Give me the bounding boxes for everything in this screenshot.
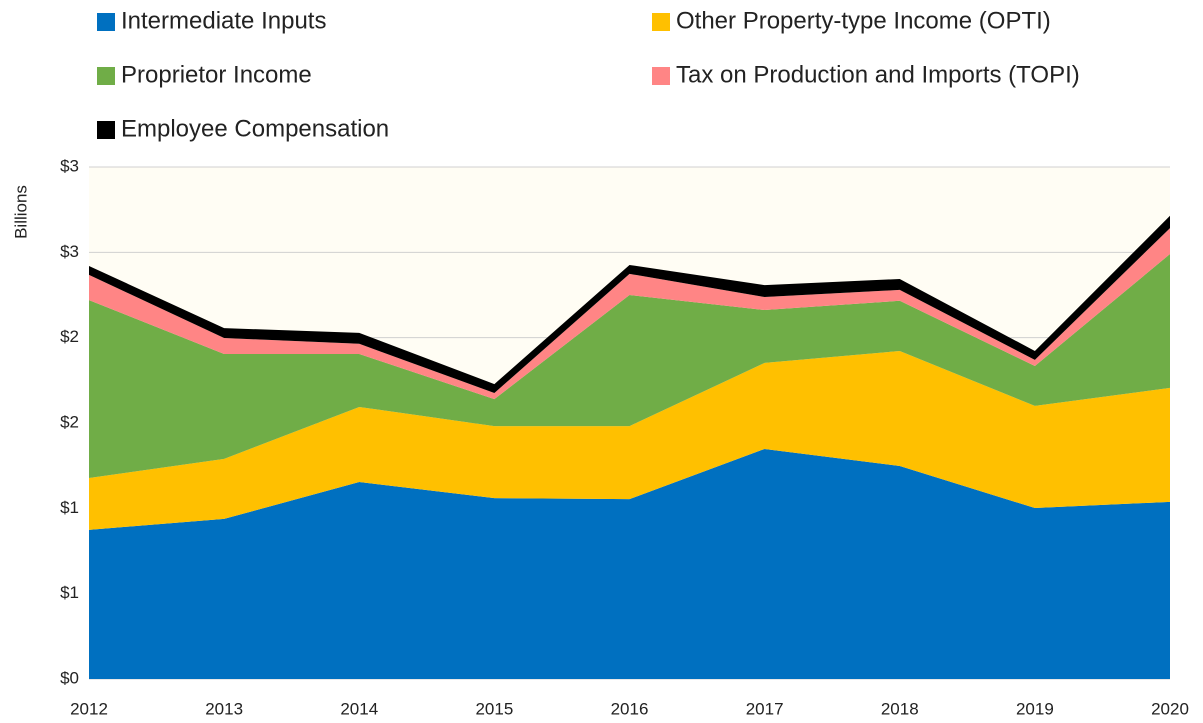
area bbox=[89, 448, 1170, 679]
area bbox=[89, 254, 1170, 478]
y-tick-label: $1 bbox=[60, 583, 79, 602]
legend-swatch bbox=[652, 67, 670, 85]
legend-swatch bbox=[652, 13, 670, 31]
legend-swatch bbox=[97, 67, 115, 85]
y-tick-label: $1 bbox=[60, 498, 79, 517]
x-tick-label: 2018 bbox=[881, 699, 919, 718]
area bbox=[89, 350, 1170, 530]
x-tick-label: 2020 bbox=[1151, 699, 1189, 718]
x-tick-label: 2013 bbox=[205, 699, 243, 718]
legend-swatch bbox=[97, 121, 115, 139]
legend-swatch bbox=[97, 13, 115, 31]
y-tick-label: $0 bbox=[60, 668, 79, 687]
y-tick-label: $3 bbox=[60, 242, 79, 261]
legend-label: Other Property-type Income (OPTI) bbox=[676, 7, 1051, 34]
x-tick-label: 2014 bbox=[340, 699, 378, 718]
legend-label: Employee Compensation bbox=[121, 115, 389, 142]
y-tick-label: $2 bbox=[60, 327, 79, 346]
y-axis-label: Billions bbox=[11, 185, 30, 239]
legend-label: Intermediate Inputs bbox=[121, 7, 326, 34]
x-tick-label: 2015 bbox=[475, 699, 513, 718]
legend-label: Proprietor Income bbox=[121, 61, 312, 88]
x-tick-label: 2016 bbox=[611, 699, 649, 718]
legend-label: Tax on Production and Imports (TOPI) bbox=[676, 61, 1080, 88]
y-tick-label: $2 bbox=[60, 412, 79, 431]
x-tick-label: 2019 bbox=[1016, 699, 1054, 718]
x-tick-label: 2012 bbox=[70, 699, 108, 718]
y-tick-label: $3 bbox=[60, 156, 79, 175]
x-tick-label: 2017 bbox=[746, 699, 784, 718]
